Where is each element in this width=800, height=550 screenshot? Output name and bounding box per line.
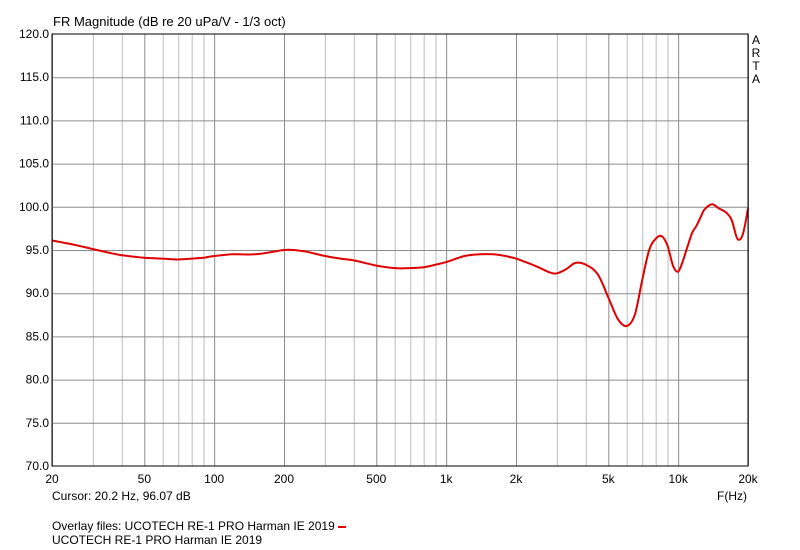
x-tick-label: 200 [274, 472, 294, 486]
overlay-files-label: Overlay files: UCOTECH RE-1 PRO Harman I… [52, 519, 335, 533]
x-tick-label: 50 [138, 472, 152, 486]
y-tick-label: 90.0 [26, 286, 50, 300]
y-tick-label: 70.0 [26, 459, 50, 473]
watermark-letter: R [752, 46, 761, 60]
x-tick-label: 1k [440, 472, 454, 486]
major-grid [52, 34, 749, 466]
overlay-files-line: Overlay files: UCOTECH RE-1 PRO Harman I… [52, 519, 346, 533]
y-tick-label: 105.0 [19, 157, 49, 171]
y-tick-label: 115.0 [20, 70, 49, 84]
y-tick-label: 75.0 [26, 416, 50, 430]
watermark-letter: T [752, 59, 760, 73]
x-tick-label: 10k [668, 472, 688, 486]
x-axis-label: F(Hz) [717, 489, 747, 503]
y-tick-label: 80.0 [26, 373, 50, 387]
series-name-line: UCOTECH RE-1 PRO Harman IE 2019 [52, 533, 263, 547]
y-tick-label: 120.0 [19, 27, 49, 41]
series-legend-swatch [337, 525, 346, 528]
x-tick-label: 20k [738, 472, 758, 486]
y-tick-label: 95.0 [26, 243, 50, 257]
y-tick-label: 110.0 [20, 113, 49, 127]
x-tick-label: 20 [45, 472, 59, 486]
x-tick-label: 100 [204, 472, 224, 486]
x-tick-label: 500 [366, 472, 386, 486]
plot-frame [51, 33, 749, 467]
y-tick-labels: 70.0 75.0 80.0 85.0 90.0 95.0 100.0 105.0 110.0 1… [19, 27, 49, 473]
x-tick-label: 5k [602, 472, 616, 486]
series-layer [51, 203, 749, 328]
chart-title: FR Magnitude (dB re 20 uPa/V - 1/3 oct) [53, 14, 286, 29]
watermark-letter: A [752, 33, 760, 47]
watermark-letter: A [752, 72, 760, 86]
x-tick-labels: 20 50 100 200 500 1k 2k 5k 10k 20k [45, 472, 758, 486]
x-tick-label: 2k [510, 472, 524, 486]
y-tick-label: 100.0 [19, 200, 49, 214]
y-tick-label: 85.0 [26, 329, 50, 343]
cursor-readout: Cursor: 20.2 Hz, 96.07 dB [52, 489, 191, 503]
series-line [51, 203, 749, 328]
